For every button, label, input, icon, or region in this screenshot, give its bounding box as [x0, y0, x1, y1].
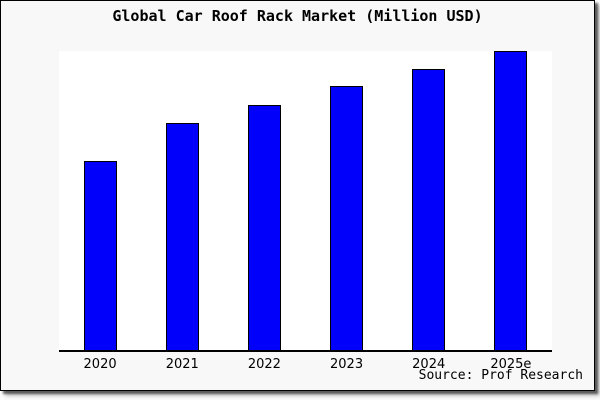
bars-container	[59, 51, 552, 350]
x-axis-tick-labels: 2020 2021 2022 2023 2024 2025e	[59, 357, 552, 372]
bar-2024	[412, 68, 446, 350]
x-tick-label-2021: 2021	[165, 357, 199, 372]
x-tick-label-2020: 2020	[83, 357, 117, 372]
x-tick-label-2024: 2024	[412, 357, 446, 372]
chart-panel: Global Car Roof Rack Market (Million USD…	[0, 0, 595, 391]
bar-2025e	[494, 51, 528, 350]
bar-2022	[247, 104, 281, 350]
x-tick-label-2023: 2023	[330, 357, 364, 372]
chart-title: Global Car Roof Rack Market (Million USD…	[112, 7, 483, 25]
source-label: Source: Prof Research	[418, 368, 583, 383]
bar-2023	[330, 85, 364, 350]
bar-2020	[83, 160, 117, 350]
x-tick-label-2025e: 2025e	[490, 357, 532, 372]
plot-area	[59, 51, 552, 352]
x-tick-label-2022: 2022	[247, 357, 281, 372]
bar-2021	[165, 122, 199, 350]
